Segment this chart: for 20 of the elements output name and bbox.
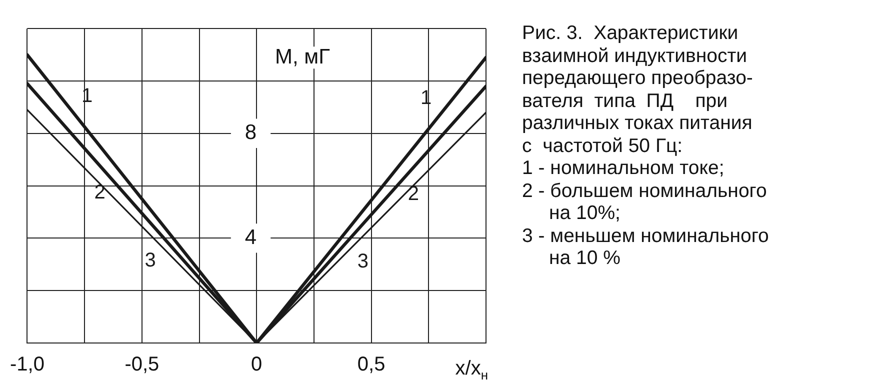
text: 1 - номинальном токе; bbox=[522, 157, 726, 180]
y-tick-label: 4 bbox=[244, 226, 257, 249]
text: 3 - меньшем номинального bbox=[522, 224, 769, 247]
x-tick-label: 0 bbox=[251, 354, 262, 376]
text: 3 bbox=[357, 250, 369, 273]
text: 2 - большем номинального bbox=[522, 180, 768, 202]
text: передающего преобразо- bbox=[522, 67, 754, 90]
text: с частотой 50 Гц: bbox=[522, 134, 684, 157]
text: вателя типа ПД при bbox=[522, 90, 728, 112]
x-tick-label: 0,5 bbox=[357, 354, 386, 376]
text: на 10%; bbox=[548, 202, 622, 224]
text: взаимной индуктивности bbox=[522, 44, 748, 67]
x-tick-label: -0,5 bbox=[124, 354, 160, 376]
x-tick-label: -1,0 bbox=[10, 354, 44, 376]
text: на 10 % bbox=[548, 247, 622, 270]
text: различных токах питания bbox=[522, 112, 754, 134]
text: Рис. 3. Характеристики bbox=[522, 22, 740, 44]
series-label: 3 bbox=[144, 250, 156, 272]
y-tick-label: 8 bbox=[244, 121, 257, 144]
y-axis-title: M, мГ bbox=[275, 45, 330, 68]
